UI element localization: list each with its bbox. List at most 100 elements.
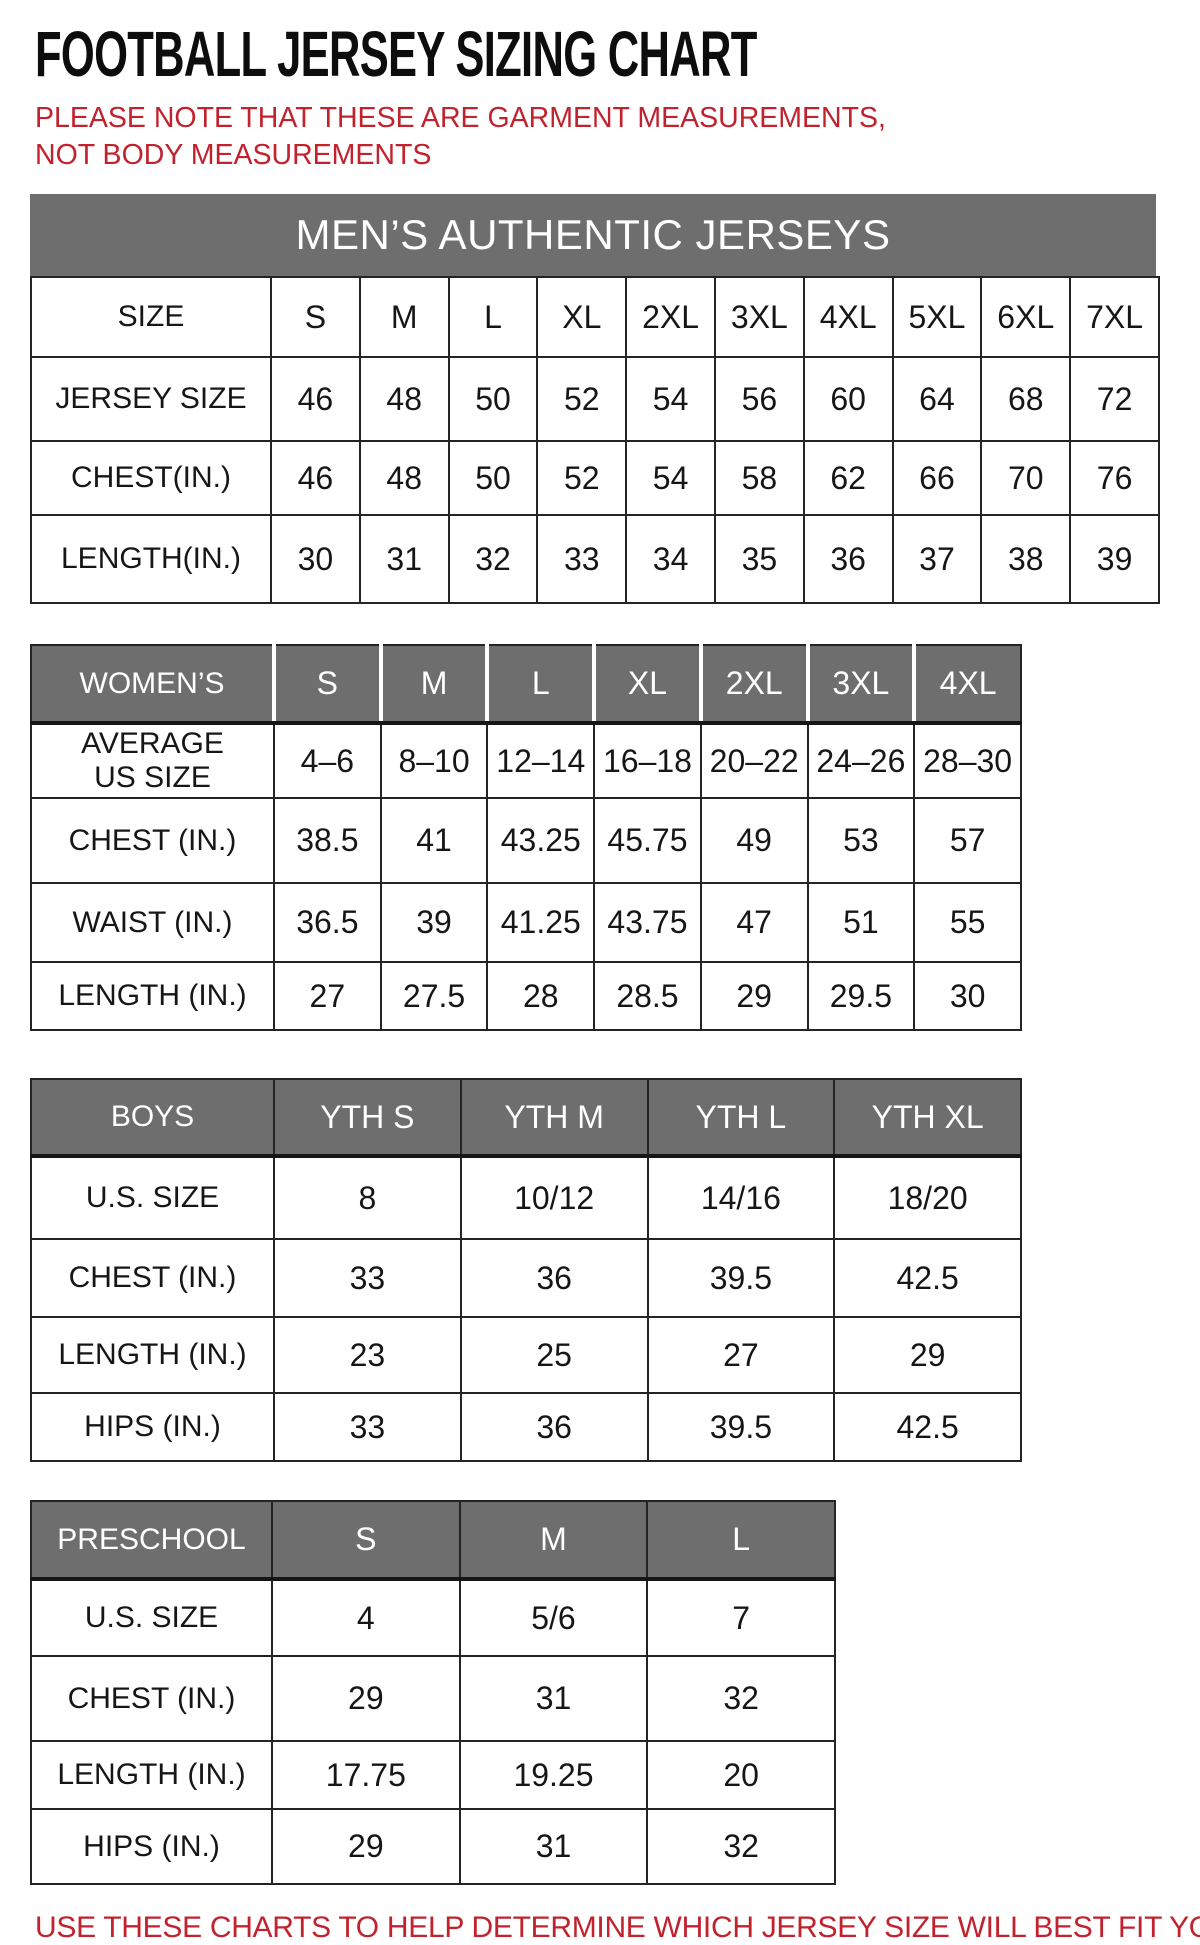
value-cell: 47 (699, 882, 809, 963)
row-label-cell: WOMEN’S (30, 644, 276, 725)
col-header-cell: S (271, 1500, 461, 1581)
value-cell: 36 (802, 514, 894, 604)
value-cell: 37 (891, 514, 983, 604)
value-cell: 32 (646, 1808, 836, 1885)
mens-chest-row: CHEST(IN.) 46 48 50 52 54 58 62 66 70 76 (30, 440, 1160, 516)
value-cell: 20 (646, 1740, 836, 1810)
value-cell: 29 (699, 961, 809, 1031)
value-cell: 27 (273, 961, 382, 1031)
value-cell: 56 (713, 356, 805, 442)
value-cell: 14/16 (646, 1155, 836, 1240)
value-cell: 4–6 (273, 722, 382, 799)
value-cell: 76 (1069, 440, 1160, 516)
preschool-sizing-table: PRESCHOOL S M L U.S. SIZE 4 5/6 7 CHEST … (30, 1500, 836, 1885)
value-cell: 57 (913, 797, 1022, 884)
value-cell: 34 (625, 514, 716, 604)
col-header-cell: XL (594, 644, 703, 725)
value-cell: 62 (802, 440, 894, 516)
value-cell: 32 (646, 1655, 836, 1742)
page-title: FOOTBALL JERSEY SIZING CHART (35, 18, 757, 90)
value-cell: 43.75 (593, 882, 702, 963)
mens-table-banner: MEN’S AUTHENTIC JERSEYS (30, 194, 1156, 276)
womens-header-row: WOMEN’S S M L XL 2XL 3XL 4XL (30, 644, 1022, 725)
value-cell: 30 (913, 961, 1022, 1031)
value-cell: 4 (271, 1578, 461, 1657)
mens-sizing-section: MEN’S AUTHENTIC JERSEYS SIZE S M L XL 2X… (30, 194, 1200, 604)
col-header-cell: 7XL (1069, 276, 1160, 358)
fit-advice-footer: USE THESE CHARTS TO HELP DETERMINE WHICH… (35, 1911, 1200, 1944)
col-header-cell: 4XL (914, 644, 1022, 725)
value-cell: 36 (459, 1392, 649, 1462)
womens-waist-row: WAIST (IN.) 36.5 39 41.25 43.75 47 51 55 (30, 882, 1022, 963)
row-label-cell: PRESCHOOL (30, 1500, 273, 1581)
preschool-header-row: PRESCHOOL S M L (30, 1500, 836, 1581)
value-cell: 42.5 (833, 1238, 1022, 1318)
col-header-cell: M (358, 276, 450, 358)
boys-sizing-table: BOYS YTH S YTH M YTH L YTH XL U.S. SIZE … (30, 1078, 1022, 1462)
value-cell: 27 (646, 1316, 836, 1394)
row-label-cell: AVERAGE US SIZE (30, 722, 275, 799)
value-cell: 50 (447, 356, 539, 442)
value-cell: 36.5 (273, 882, 382, 963)
col-header-cell: S (270, 276, 361, 358)
value-cell: 16–18 (593, 722, 702, 799)
value-cell: 48 (358, 440, 450, 516)
boys-sizing-section: BOYS YTH S YTH M YTH L YTH XL U.S. SIZE … (30, 1078, 1200, 1462)
row-label-cell: CHEST (IN.) (30, 1655, 273, 1742)
womens-us-size-row: AVERAGE US SIZE 4–6 8–10 12–14 16–18 20–… (30, 722, 1022, 799)
value-cell: 28.5 (593, 961, 702, 1031)
value-cell: 30 (270, 514, 361, 604)
value-cell: 72 (1069, 356, 1160, 442)
boys-header-row: BOYS YTH S YTH M YTH L YTH XL (30, 1078, 1022, 1158)
value-cell: 29 (833, 1316, 1022, 1394)
value-cell: 27.5 (379, 961, 489, 1031)
col-header-cell: 2XL (700, 644, 810, 725)
col-header-cell: YTH S (273, 1078, 462, 1158)
value-cell: 50 (447, 440, 539, 516)
col-header-cell: 2XL (625, 276, 716, 358)
value-cell: 7 (646, 1578, 836, 1657)
mens-jersey-size-row: JERSEY SIZE 46 48 50 52 54 56 60 64 68 7… (30, 356, 1160, 442)
value-cell: 54 (625, 356, 716, 442)
preschool-chest-row: CHEST (IN.) 29 31 32 (30, 1655, 836, 1742)
value-cell: 18/20 (833, 1155, 1022, 1240)
value-cell: 23 (273, 1316, 462, 1394)
value-cell: 60 (802, 356, 894, 442)
value-cell: 39.5 (646, 1238, 836, 1318)
value-cell: 41 (379, 797, 489, 884)
row-label-cell: LENGTH (IN.) (30, 1740, 273, 1810)
value-cell: 33 (536, 514, 628, 604)
col-header-cell: YTH L (646, 1078, 836, 1158)
value-cell: 19.25 (458, 1740, 649, 1810)
row-label-cell: U.S. SIZE (30, 1155, 275, 1240)
col-header-cell: S (274, 644, 383, 725)
col-header-cell: M (380, 644, 490, 725)
row-label-cell: HIPS (IN.) (30, 1392, 275, 1462)
value-cell: 52 (536, 356, 628, 442)
row-label-cell: WAIST (IN.) (30, 882, 275, 963)
row-label-cell: CHEST(IN.) (30, 440, 272, 516)
value-cell: 68 (980, 356, 1072, 442)
value-cell: 52 (536, 440, 628, 516)
garment-measurement-note: PLEASE NOTE THAT THESE ARE GARMENT MEASU… (35, 102, 886, 171)
mens-sizing-table: SIZE S M L XL 2XL 3XL 4XL 5XL 6XL 7XL JE… (30, 276, 1160, 604)
col-header-cell: 6XL (980, 276, 1072, 358)
value-cell: 31 (458, 1808, 649, 1885)
womens-sizing-section: WOMEN’S S M L XL 2XL 3XL 4XL AVERAGE US … (30, 644, 1200, 1031)
value-cell: 49 (699, 797, 809, 884)
row-label-cell: LENGTH(IN.) (30, 514, 272, 604)
preschool-sizing-section: PRESCHOOL S M L U.S. SIZE 4 5/6 7 CHEST … (30, 1500, 1200, 1885)
row-label-cell: JERSEY SIZE (30, 356, 272, 442)
value-cell: 28–30 (913, 722, 1022, 799)
boys-hips-row: HIPS (IN.) 33 36 39.5 42.5 (30, 1392, 1022, 1462)
value-cell: 42.5 (833, 1392, 1022, 1462)
col-header-cell: M (458, 1500, 649, 1581)
col-header-cell: 4XL (802, 276, 894, 358)
value-cell: 31 (358, 514, 450, 604)
value-cell: 24–26 (806, 722, 916, 799)
value-cell: 46 (270, 356, 361, 442)
value-cell: 64 (891, 356, 983, 442)
col-header-cell: 3XL (807, 644, 917, 725)
col-header-cell: 5XL (891, 276, 983, 358)
